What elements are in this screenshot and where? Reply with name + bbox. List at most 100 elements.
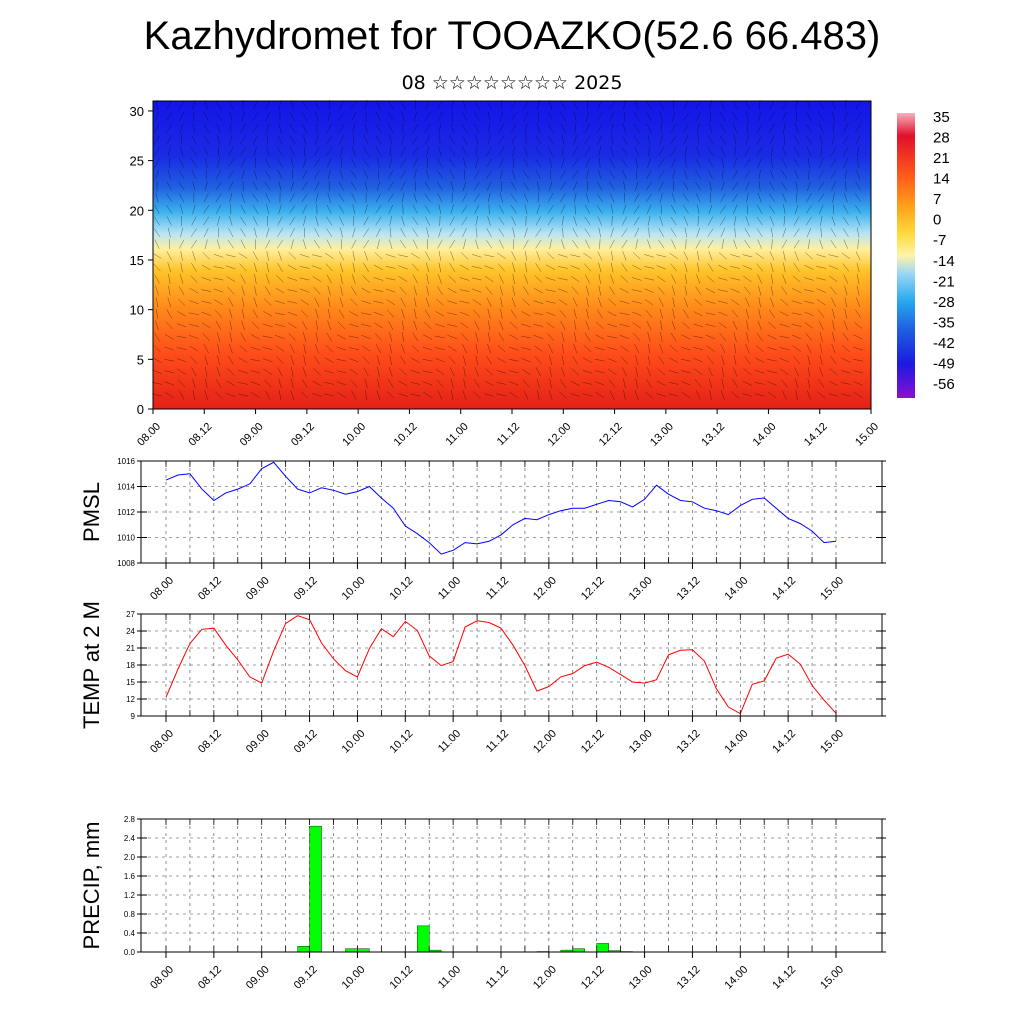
x-tick-label: 11.12 [495, 421, 522, 448]
colorbar-label: -56 [933, 376, 955, 393]
x-tick-label: 11.12 [484, 575, 511, 602]
wind-barb-column [434, 100, 445, 400]
y-tick-label: 1010 [117, 534, 135, 543]
y-tick-label: 0.4 [124, 929, 136, 938]
wind-barb-column [705, 100, 716, 400]
x-tick-label: 10.00 [340, 728, 368, 756]
chart-title: Kazhydromet for TOOAZKO(52.6 66.483) [143, 14, 881, 58]
wind-barb-column [324, 99, 335, 397]
minor-ticks [165, 461, 837, 563]
wind-barb-column [631, 100, 642, 400]
x-tick-label: 14.00 [722, 964, 750, 992]
y-tick-label: 20 [130, 203, 144, 218]
x-tick-label: 14.12 [802, 421, 830, 449]
wind-barb-column [398, 100, 408, 397]
wind-barb-column [311, 100, 322, 397]
wind-barb-column [607, 100, 618, 400]
y-tick-label: 1016 [117, 457, 135, 466]
x-tick-label: 10.12 [392, 421, 420, 449]
colorbar [897, 113, 915, 398]
y-tick-label: 1.6 [124, 872, 136, 881]
x-tick-label: 12.12 [597, 421, 625, 449]
x-tick-label: 09.00 [244, 964, 272, 992]
x-tick-label: 13.12 [675, 728, 703, 756]
x-tick-label: 14.00 [722, 728, 750, 756]
minor-ticks [165, 819, 837, 952]
wind-barb-column [680, 100, 691, 399]
x-tick-label: 08.12 [196, 575, 224, 603]
x-tick-label: 13.00 [627, 964, 655, 992]
x-tick-label: 08.00 [148, 575, 176, 603]
wind-barb-column [594, 100, 605, 399]
colorbar-label: -21 [933, 273, 955, 290]
wind-barb-column [730, 100, 741, 399]
x-tick-label: 09.00 [238, 421, 266, 449]
wind-barb-column [213, 100, 224, 399]
x-tick-label: 10.12 [387, 575, 415, 603]
y-tick-label: 21 [126, 644, 135, 653]
wind-barb-column [410, 99, 421, 397]
y-tick-label: 1008 [117, 559, 135, 568]
wind-barb-column [250, 100, 261, 398]
colorbar-label: 0 [933, 212, 941, 229]
wind-barb-column [656, 100, 667, 397]
y-tick-label: 12 [126, 695, 135, 704]
wind-barb-column [373, 100, 384, 400]
colorbar-label: -28 [933, 294, 955, 311]
wind-barb-column [471, 100, 482, 399]
y-tick-label: 0.8 [124, 910, 136, 919]
wind-barb-column [496, 99, 507, 397]
x-tick-label: 10.12 [387, 728, 415, 756]
y-axis-label: PRECIP, mm [79, 822, 104, 950]
x-tick-label: 14.00 [751, 421, 779, 449]
x-tick-label: 08.00 [148, 964, 176, 992]
y-tick-label: 25 [130, 154, 144, 169]
colorbar-label: 35 [933, 109, 950, 126]
x-tick-label: 13.12 [699, 421, 727, 449]
colorbar-label: -49 [933, 355, 955, 372]
wind-barb-column [619, 100, 630, 400]
x-tick-label: 13.00 [627, 575, 655, 603]
wind-barb-column [176, 100, 187, 400]
y-tick-label: 18 [126, 661, 135, 670]
y-tick-label: 0.0 [124, 948, 136, 957]
x-tick-label: 09.12 [292, 964, 320, 992]
x-tick-label: 11.12 [484, 964, 511, 991]
minor-ticks [165, 614, 837, 716]
y-tick-label: 2.4 [124, 834, 136, 843]
y-tick-label: 1014 [117, 483, 135, 492]
wind-barb-column [717, 100, 728, 400]
chart-subtitle: 08 ☆☆☆☆☆☆☆☆ 2025 [401, 72, 623, 94]
wind-barb-column [348, 100, 359, 400]
wind-barb-column [803, 100, 814, 400]
wind-barb-column [533, 100, 544, 400]
y-tick-label: 2.0 [124, 853, 136, 862]
wind-barb-column [582, 99, 593, 397]
colorbar-label: -7 [933, 232, 946, 249]
x-tick-label: 10.00 [340, 964, 368, 992]
wind-barb-column [422, 100, 433, 399]
colorbar-label: 21 [933, 150, 950, 167]
x-tick-label: 12.00 [531, 728, 559, 756]
y-tick-label: 10 [130, 303, 144, 318]
series-line [165, 461, 837, 555]
wind-barb-column [201, 100, 212, 400]
x-tick-label: 14.12 [770, 575, 798, 603]
gridlines [141, 460, 882, 564]
x-tick-label: 09.12 [292, 728, 320, 756]
wind-barb-column [767, 100, 777, 399]
panel-frame [140, 818, 883, 953]
wind-barb-column [275, 100, 285, 400]
y-tick-label: 5 [137, 352, 144, 367]
x-tick-label: 15.00 [818, 575, 846, 603]
x-tick-label: 13.12 [675, 575, 703, 603]
y-tick-label: 9 [131, 712, 136, 721]
x-tick-label: 15.00 [818, 964, 846, 992]
x-tick-label: 12.00 [531, 964, 559, 992]
wind-barb-column [828, 100, 839, 397]
wind-barbs [152, 99, 864, 400]
y-tick-label: 1.2 [124, 891, 136, 900]
panel-frame [140, 613, 883, 717]
x-tick-label: 14.12 [770, 728, 798, 756]
x-tick-label: 08.00 [148, 728, 176, 756]
